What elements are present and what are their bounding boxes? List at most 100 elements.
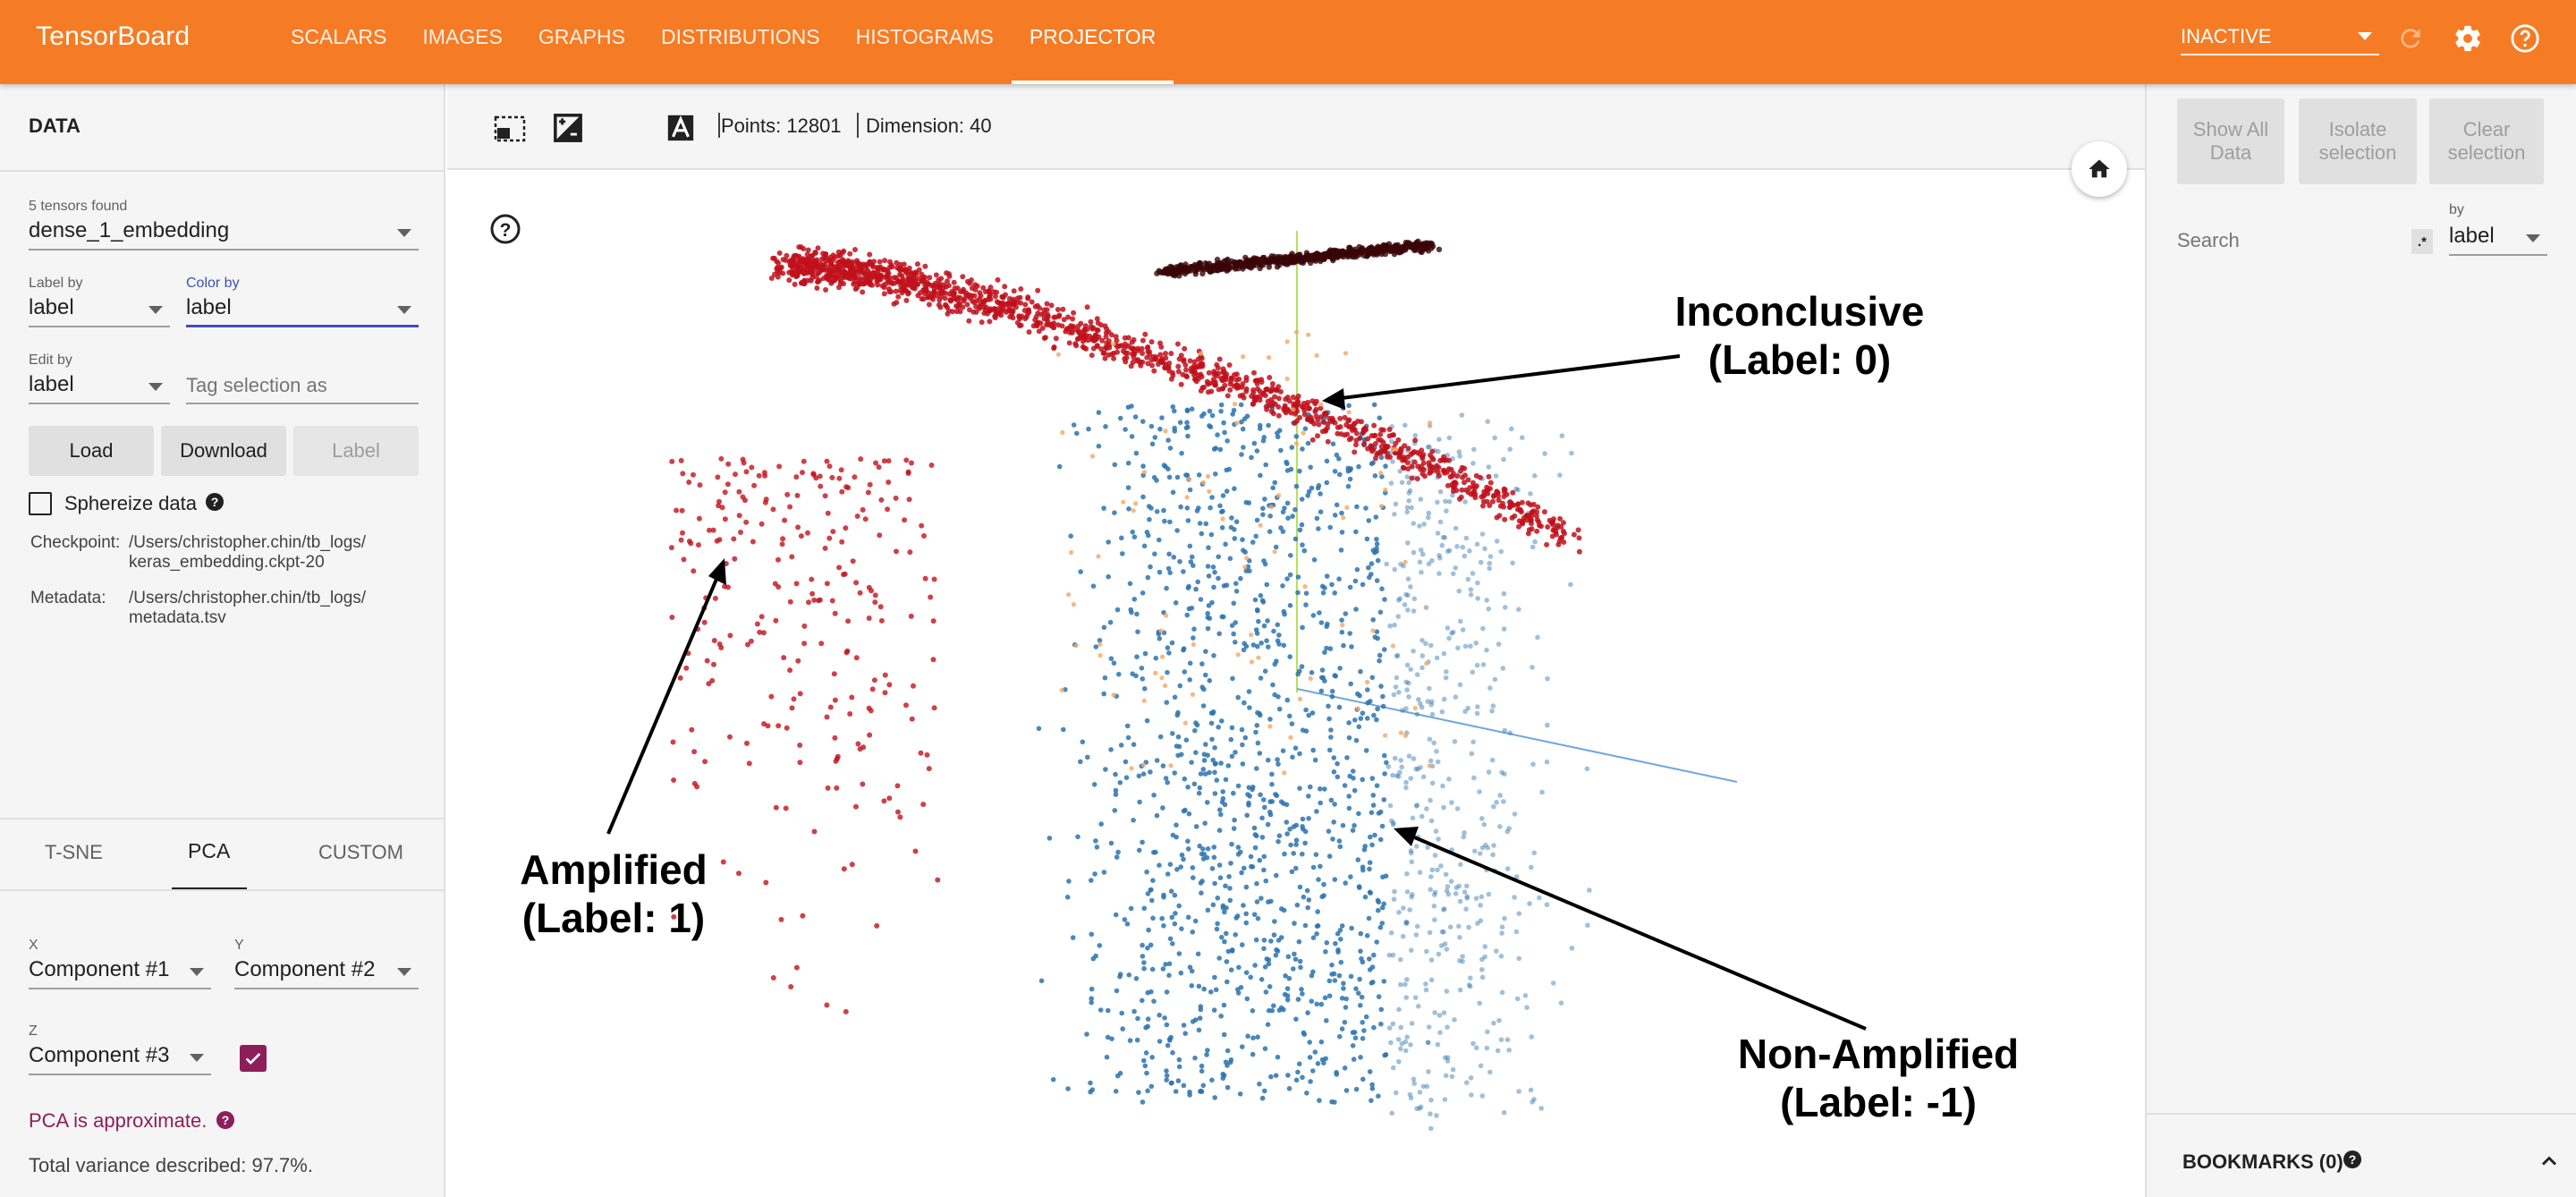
pca-z-select[interactable]: Component #3 <box>29 1040 211 1075</box>
tab-graphs[interactable]: GRAPHS <box>538 24 625 48</box>
scatter-point <box>1428 758 1434 764</box>
bookmarks-title[interactable]: BOOKMARKS (0) <box>2182 1150 2343 1173</box>
scatter-point <box>1407 907 1412 913</box>
scatter-point <box>893 495 899 501</box>
help-icon[interactable]: ? <box>206 493 224 511</box>
search-input[interactable]: Search <box>2177 229 2411 265</box>
scatter-point <box>1445 1055 1451 1060</box>
scatter-point <box>1216 725 1221 730</box>
pca-x-select[interactable]: Component #1 <box>29 954 211 989</box>
scatter-point <box>1435 531 1441 536</box>
scatter-point <box>1134 1037 1140 1043</box>
scatter-point <box>1404 1034 1410 1040</box>
app-brand[interactable]: TensorBoard <box>36 21 191 51</box>
search-by-select[interactable]: label <box>2449 220 2547 256</box>
scatter-point <box>1051 345 1057 352</box>
scatter-point <box>1113 792 1119 797</box>
tag-selection-input[interactable]: Tag selection as <box>186 369 419 404</box>
help-icon[interactable]: ? <box>2343 1150 2361 1168</box>
scatter-point <box>1220 493 1226 498</box>
scatter-point <box>1022 301 1029 308</box>
contrast-icon[interactable] <box>610 113 642 145</box>
help-icon[interactable]: ? <box>216 1111 234 1129</box>
tab-pca[interactable]: PCA <box>188 839 231 862</box>
refresh-icon[interactable] <box>2394 21 2428 55</box>
scatter-point <box>1290 754 1295 760</box>
help-icon[interactable] <box>2508 21 2542 55</box>
scatter-point <box>1108 747 1114 752</box>
tab-tsne[interactable]: T-SNE <box>45 841 103 863</box>
scatter-point <box>1323 949 1328 955</box>
scatter-point <box>1131 597 1138 602</box>
scatter-point <box>1181 1082 1187 1089</box>
sphereize-checkbox[interactable] <box>29 492 52 515</box>
scatter-point <box>1172 425 1177 431</box>
night-mode-icon[interactable] <box>553 113 585 145</box>
scatter-point <box>1304 403 1310 409</box>
scatter-point <box>1375 897 1381 904</box>
scatter-point <box>1266 961 1272 967</box>
scatter-point <box>1412 995 1419 1000</box>
scatter-point <box>1472 495 1479 501</box>
embedding-scatter-plot[interactable]: Inconclusive (Label: 0) Amplified (Label… <box>447 172 2145 1197</box>
scatter-point <box>1411 596 1418 602</box>
show-all-data-button[interactable]: Show All Data <box>2177 98 2284 184</box>
tab-scalars[interactable]: SCALARS <box>291 24 387 48</box>
scatter-point <box>1417 523 1422 529</box>
scatter-point <box>843 274 850 280</box>
chevron-up-icon[interactable] <box>2537 1149 2562 1178</box>
scatter-point <box>1400 933 1406 939</box>
scatter-point <box>1464 894 1470 899</box>
scatter-point <box>1329 582 1335 588</box>
run-state-dropdown[interactable]: INACTIVE <box>2181 20 2379 55</box>
scatter-point <box>1074 336 1080 342</box>
edit-by-select[interactable]: label <box>29 369 170 404</box>
scatter-point <box>1148 887 1154 893</box>
scatter-point <box>1169 914 1175 921</box>
select-mode-icon[interactable] <box>494 115 526 147</box>
pca-z-checkbox[interactable] <box>240 1045 267 1072</box>
scatter-point <box>1453 891 1459 896</box>
color-by-select[interactable]: label <box>186 292 419 327</box>
scatter-point <box>1168 376 1174 382</box>
scatter-point <box>1361 1028 1367 1033</box>
scatter-point <box>1473 1045 1479 1051</box>
labels-toggle-icon[interactable] <box>665 113 698 145</box>
label-by-select[interactable]: label <box>29 292 170 327</box>
tensor-select[interactable]: dense_1_embedding <box>29 215 419 250</box>
scatter-point <box>1165 871 1171 877</box>
tab-distributions[interactable]: DISTRIBUTIONS <box>660 24 820 48</box>
scatter-point <box>1428 957 1435 963</box>
tab-custom[interactable]: CUSTOM <box>318 841 403 863</box>
scatter-point <box>1071 422 1077 428</box>
scatter-point <box>775 260 782 266</box>
scatter-point <box>1170 369 1175 376</box>
scatter-point <box>931 705 937 711</box>
scatter-point <box>1177 558 1182 565</box>
download-button[interactable]: Download <box>161 426 286 476</box>
tab-projector[interactable]: PROJECTOR <box>1011 0 1174 84</box>
isolate-selection-button[interactable]: Isolate selection <box>2299 98 2417 184</box>
tab-histograms[interactable]: HISTOGRAMS <box>855 24 994 48</box>
scatter-point <box>1263 878 1269 884</box>
scatter-point <box>797 257 802 263</box>
plot-help-icon[interactable]: ? <box>490 214 521 244</box>
scatter-point <box>1420 551 1426 557</box>
scatter-point <box>1196 983 1202 989</box>
home-view-button[interactable] <box>2072 141 2127 197</box>
regex-toggle[interactable]: .* <box>2411 229 2433 254</box>
label-button[interactable]: Label <box>293 426 419 476</box>
scatter-point <box>1455 645 1461 651</box>
scatter-point <box>1284 997 1291 1003</box>
tab-images[interactable]: IMAGES <box>422 24 503 48</box>
clear-selection-button[interactable]: Clear selection <box>2429 98 2544 184</box>
scatter-point <box>1151 793 1157 798</box>
scatter-point <box>1240 742 1245 748</box>
scatter-point <box>1211 1007 1217 1013</box>
gear-icon[interactable] <box>2451 21 2485 55</box>
scatter-point <box>1067 329 1073 335</box>
scatter-point <box>1275 1054 1281 1060</box>
scatter-point <box>1182 776 1188 782</box>
pca-y-select[interactable]: Component #2 <box>234 954 419 989</box>
load-button[interactable]: Load <box>29 426 154 476</box>
